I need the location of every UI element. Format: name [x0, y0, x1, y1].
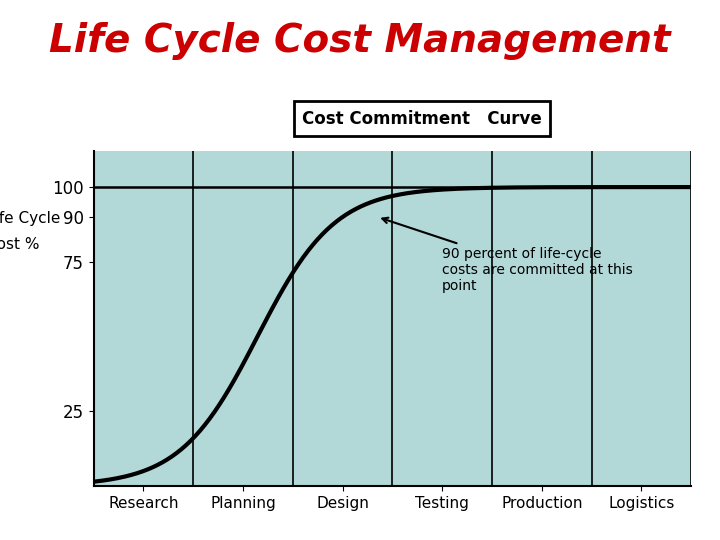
Text: Cost Commitment   Curve: Cost Commitment Curve	[302, 110, 542, 128]
Text: Cost %: Cost %	[0, 238, 40, 252]
Text: Life Cycle: Life Cycle	[0, 211, 60, 226]
Text: 90 percent of life-cycle
costs are committed at this
point: 90 percent of life-cycle costs are commi…	[382, 218, 633, 293]
Text: Life Cycle Cost Management: Life Cycle Cost Management	[49, 22, 671, 59]
